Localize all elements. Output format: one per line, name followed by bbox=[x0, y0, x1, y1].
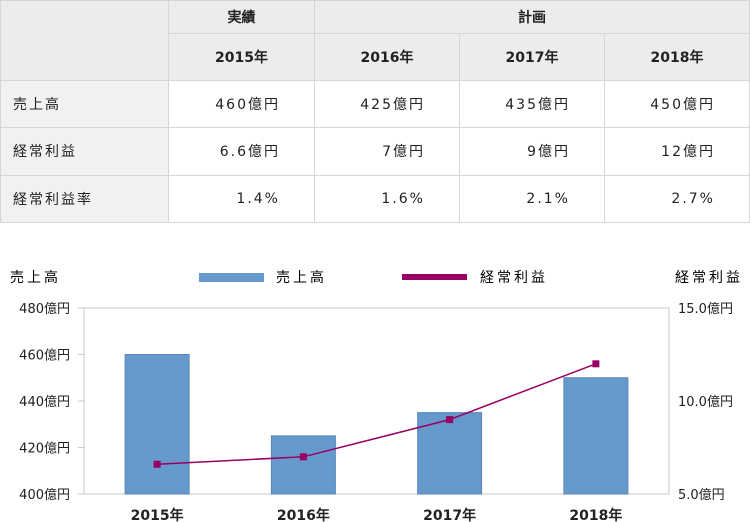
cell-margin-2017: 2.1% bbox=[459, 174, 605, 224]
profit-point bbox=[299, 453, 307, 461]
sales-bar bbox=[417, 412, 483, 495]
year-header-2015: 2015年 bbox=[168, 33, 315, 81]
sales-bar bbox=[563, 377, 629, 495]
left-axis-ticks: 480億円 460億円 440億円 420億円 400億円 bbox=[19, 301, 84, 503]
left-axis-title: 売上高 bbox=[10, 269, 61, 286]
category-label: 2018年 bbox=[569, 507, 622, 522]
group-header-plan: 計画 bbox=[314, 0, 750, 35]
profit-point bbox=[446, 416, 454, 424]
row-label-ordinary-profit: 経常利益 bbox=[0, 127, 169, 176]
sales-bars bbox=[124, 354, 629, 495]
right-tick-label: 10.0億円 bbox=[678, 394, 733, 410]
cell-margin-2015: 1.4% bbox=[168, 174, 315, 224]
right-axis-title: 経常利益 bbox=[675, 270, 743, 286]
table-corner bbox=[0, 0, 169, 81]
category-labels: 2015年 2016年 2017年 2018年 bbox=[131, 507, 623, 522]
category-label: 2016年 bbox=[277, 507, 330, 522]
category-label: 2017年 bbox=[423, 507, 476, 522]
right-tick-label: 15.0億円 bbox=[678, 301, 733, 317]
sales-bar bbox=[124, 354, 190, 495]
profit-point bbox=[592, 360, 600, 368]
legend-swatch-sales bbox=[199, 273, 264, 282]
year-header-2018: 2018年 bbox=[604, 33, 750, 81]
group-header-actual: 実績 bbox=[168, 0, 315, 35]
profit-line-path bbox=[157, 363, 597, 465]
profit-point bbox=[153, 460, 161, 468]
legend-swatch-profit bbox=[402, 274, 467, 280]
cell-sales-2016: 425億円 bbox=[314, 79, 460, 129]
cell-sales-2017: 435億円 bbox=[459, 79, 605, 129]
cell-profit-2018: 12億円 bbox=[604, 127, 750, 176]
left-tick-label: 440億円 bbox=[19, 394, 70, 410]
table-row-sales: 売上高 460億円 425億円 435億円 450億円 bbox=[0, 79, 750, 129]
left-tick-label: 400億円 bbox=[19, 487, 70, 503]
year-header-2016: 2016年 bbox=[314, 33, 460, 81]
legend-label-sales: 売上高 bbox=[276, 269, 327, 286]
left-tick-label: 420億円 bbox=[19, 441, 70, 457]
left-tick-label: 460億円 bbox=[19, 348, 70, 364]
left-tick-label: 480億円 bbox=[19, 301, 70, 317]
chart-legend: 売上高 経常利益 bbox=[199, 269, 548, 286]
cell-sales-2015: 460億円 bbox=[168, 79, 315, 129]
year-header-2017: 2017年 bbox=[459, 33, 605, 81]
table-row-profit-margin: 経常利益率 1.4% 1.6% 2.1% 2.7% bbox=[0, 174, 750, 224]
cell-sales-2018: 450億円 bbox=[604, 79, 750, 129]
row-label-profit-margin: 経常利益率 bbox=[0, 174, 169, 224]
category-label: 2015年 bbox=[131, 507, 184, 522]
right-axis-ticks: 15.0億円 10.0億円 5.0億円 bbox=[678, 301, 733, 503]
sales-bar bbox=[270, 435, 336, 495]
cell-profit-2016: 7億円 bbox=[314, 127, 460, 176]
cell-profit-2015: 6.6億円 bbox=[168, 127, 315, 176]
results-plan-table: 実績 計画 2015年 2016年 2017年 2018年 売上高 460億円 … bbox=[0, 0, 750, 224]
row-label-sales: 売上高 bbox=[0, 79, 169, 129]
cell-margin-2016: 1.6% bbox=[314, 174, 460, 224]
cell-profit-2017: 9億円 bbox=[459, 127, 605, 176]
sales-profit-chart: 売上高 経常利益 売上高 経常利益 480億円 460億円 440億円 420億円 40… bbox=[10, 269, 743, 522]
right-tick-label: 5.0億円 bbox=[678, 487, 725, 503]
cell-margin-2018: 2.7% bbox=[604, 174, 750, 224]
profit-line bbox=[153, 360, 600, 468]
legend-label-profit: 経常利益 bbox=[480, 270, 548, 286]
table-row-ordinary-profit: 経常利益 6.6億円 7億円 9億円 12億円 bbox=[0, 127, 750, 176]
